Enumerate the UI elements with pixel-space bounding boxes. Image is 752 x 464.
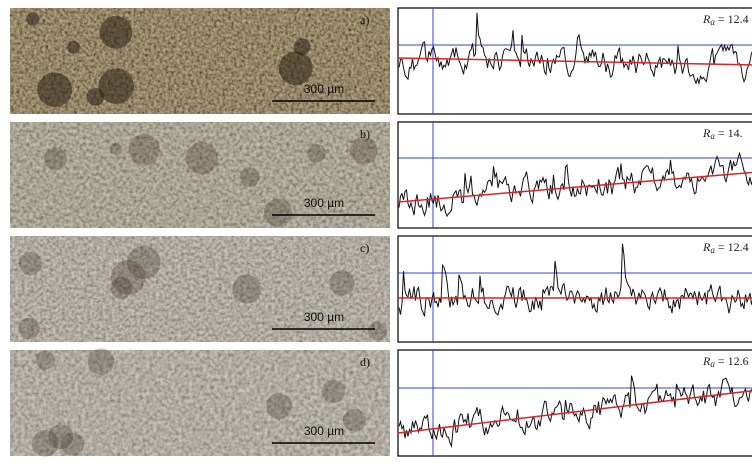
profile-panel: Ra = 12.6 xyxy=(397,349,752,457)
grain xyxy=(342,408,366,432)
ra-subscript: a xyxy=(710,131,715,141)
panel-label: c) xyxy=(360,241,369,255)
grain xyxy=(37,72,73,108)
grain xyxy=(329,270,355,296)
ra-symbol: R xyxy=(702,240,711,254)
grain xyxy=(110,142,123,156)
trend-line xyxy=(398,57,752,66)
grain xyxy=(126,245,161,280)
profile-frame xyxy=(397,349,752,457)
profile-line xyxy=(398,243,752,317)
grain xyxy=(349,136,378,165)
grain xyxy=(185,141,219,175)
ra-subscript: a xyxy=(710,17,715,27)
grain xyxy=(293,38,311,55)
grain xyxy=(110,260,146,295)
grain xyxy=(321,379,346,403)
micrograph-texture xyxy=(10,350,390,456)
scale-label: 300 µm xyxy=(304,82,344,96)
profile-content: Ra = 12.6 xyxy=(398,350,752,456)
ra-symbol: R xyxy=(702,354,711,368)
ra-subscript: a xyxy=(710,245,715,255)
grain xyxy=(86,87,105,106)
micrograph-texture xyxy=(10,236,390,342)
profile-content: Ra = 14. xyxy=(398,122,752,228)
grain xyxy=(48,424,74,450)
scale-label: 300 µm xyxy=(304,310,344,324)
micrograph-texture xyxy=(10,8,390,114)
profile-line xyxy=(398,375,752,448)
grain xyxy=(18,317,40,339)
ra-label: Ra = 12.4 xyxy=(702,12,749,27)
ra-label: Ra = 14. xyxy=(702,126,743,141)
grain xyxy=(367,321,388,341)
panel-label: d) xyxy=(360,355,370,369)
profile-content: Ra = 12.4 xyxy=(398,236,752,342)
micrograph: a) 300 µm xyxy=(10,8,390,114)
profile-panel: Ra = 12.4 xyxy=(397,235,752,343)
grain xyxy=(35,350,55,370)
profile-line xyxy=(398,151,752,218)
ra-value: = 12.4 xyxy=(718,240,749,254)
profile-content: Ra = 12.4 xyxy=(398,8,752,114)
profile-frame xyxy=(397,121,752,229)
grain xyxy=(87,348,115,376)
micrograph: c) 300 µm xyxy=(10,236,390,342)
grain xyxy=(232,274,262,304)
grain xyxy=(278,51,313,86)
grain xyxy=(110,276,133,299)
grain xyxy=(263,198,293,227)
grain xyxy=(98,68,134,104)
ra-subscript: a xyxy=(710,359,715,369)
ra-label: Ra = 12.6 xyxy=(702,354,749,369)
micrograph: b) 300 µm xyxy=(10,122,390,228)
ra-symbol: R xyxy=(702,12,711,26)
ra-symbol: R xyxy=(702,126,711,140)
grain xyxy=(266,393,292,420)
grain xyxy=(26,12,40,26)
ra-value: = 12.4 xyxy=(718,12,749,26)
grain xyxy=(67,40,81,54)
profile-frame xyxy=(397,235,752,343)
panel-label: a) xyxy=(360,13,369,27)
grain xyxy=(44,147,67,170)
ra-value: = 12.6 xyxy=(718,354,749,368)
profile-panel: Ra = 14. xyxy=(397,121,752,229)
grain xyxy=(18,251,42,276)
micrograph: d) 300 µm xyxy=(10,348,390,457)
grain xyxy=(60,432,84,456)
grain xyxy=(128,134,160,166)
trend-line xyxy=(398,171,752,203)
grain xyxy=(31,429,59,457)
scale-label: 300 µm xyxy=(304,196,344,210)
trend-line xyxy=(398,389,752,434)
ra-label: Ra = 12.4 xyxy=(702,240,749,255)
micrograph-texture xyxy=(10,122,390,228)
grain xyxy=(239,167,260,188)
grain xyxy=(306,143,326,163)
scale-label: 300 µm xyxy=(304,424,344,438)
panel-label: b) xyxy=(360,127,370,141)
grain xyxy=(99,16,133,49)
profile-panel: Ra = 12.4 xyxy=(397,7,752,115)
ra-value: = 14. xyxy=(718,126,743,140)
